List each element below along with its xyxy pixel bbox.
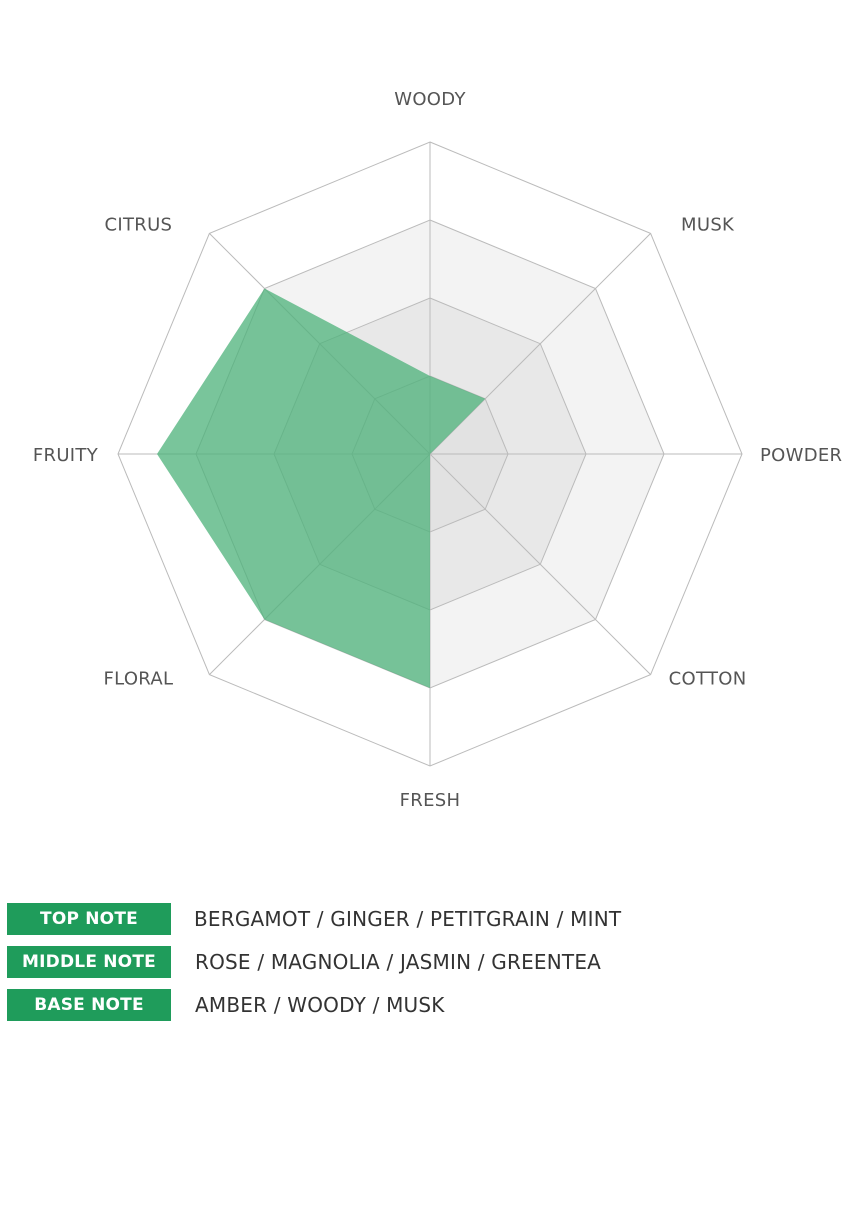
- radar-series: [157, 288, 486, 688]
- axis-label-powder: POWDER: [760, 445, 842, 466]
- axis-label-floral: FLORAL: [103, 669, 173, 690]
- radar-axis-labels: WOODY MUSK POWDER COTTON FRESH FLORAL FRUITY CI…: [33, 89, 842, 811]
- radar-series-area-0: [157, 288, 486, 688]
- axis-label-fresh: FRESH: [400, 790, 461, 811]
- radar-chart: WOODY MUSK POWDER COTTON FRESH FLORAL FRUITY CI…: [33, 89, 842, 811]
- axis-label-musk: MUSK: [681, 214, 735, 235]
- fragrance-notes: TOP NOTE BERGAMOT / GINGER / PETITGRAIN …: [7, 903, 847, 1032]
- axis-label-fruity: FRUITY: [33, 445, 99, 466]
- axis-label-citrus: CITRUS: [105, 214, 173, 235]
- axis-label-woody: WOODY: [394, 89, 466, 110]
- middle-note-row: MIDDLE NOTE ROSE / MAGNOLIA / JASMIN / G…: [7, 946, 847, 978]
- top-note-row: TOP NOTE BERGAMOT / GINGER / PETITGRAIN …: [7, 903, 847, 935]
- top-note-badge: TOP NOTE: [7, 903, 171, 935]
- radar-chart-svg: WOODY MUSK POWDER COTTON FRESH FLORAL FRUITY CI…: [33, 89, 842, 811]
- middle-note-text: ROSE / MAGNOLIA / JASMIN / GREENTEA: [195, 950, 602, 974]
- top-note-text: BERGAMOT / GINGER / PETITGRAIN / MINT: [194, 907, 622, 931]
- middle-note-badge: MIDDLE NOTE: [7, 946, 171, 978]
- base-note-row: BASE NOTE AMBER / WOODY / MUSK: [7, 989, 847, 1021]
- base-note-text: AMBER / WOODY / MUSK: [195, 993, 445, 1017]
- base-note-badge: BASE NOTE: [7, 989, 171, 1021]
- axis-label-cotton: COTTON: [669, 669, 747, 690]
- radar-spoke-cotton: [429, 453, 651, 675]
